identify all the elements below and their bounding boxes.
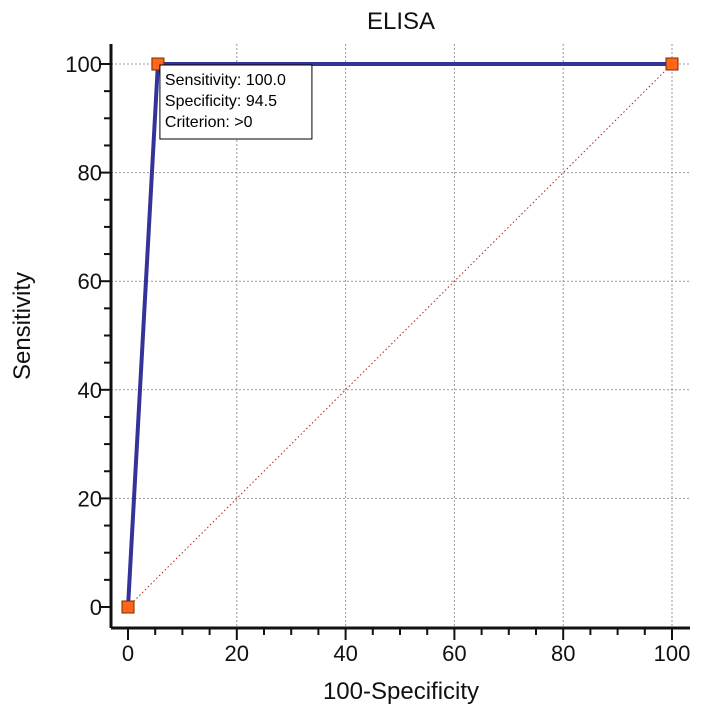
roc-point-2 xyxy=(665,57,679,71)
x-axis-title: 100-Specificity xyxy=(323,678,479,705)
y-tick-label-100: 100 xyxy=(65,52,102,77)
annotation-criterion: Criterion: >0 xyxy=(165,114,253,131)
y-tick-label-0: 0 xyxy=(90,595,102,620)
reference-diagonal xyxy=(127,63,673,608)
x-tick-labels: 0 20 40 60 80 100 xyxy=(122,641,690,666)
x-tick-label-80: 80 xyxy=(551,641,575,666)
x-tick-label-60: 60 xyxy=(442,641,466,666)
tick-marks xyxy=(99,63,673,640)
annotation-specificity: Specificity: 94.5 xyxy=(165,93,277,110)
y-tick-labels: 0 20 40 60 80 100 xyxy=(65,52,102,620)
y-tick-label-20: 20 xyxy=(78,486,102,511)
y-tick-label-60: 60 xyxy=(78,269,102,294)
x-tick-label-100: 100 xyxy=(654,641,691,666)
roc-point-0 xyxy=(121,600,135,614)
y-axis-title: Sensitivity xyxy=(9,272,36,380)
y-tick-label-40: 40 xyxy=(78,378,102,403)
x-tick-label-20: 20 xyxy=(225,641,249,666)
y-tick-label-80: 80 xyxy=(78,161,102,186)
x-tick-label-40: 40 xyxy=(333,641,357,666)
annotation-sensitivity: Sensitivity: 100.0 xyxy=(165,72,286,89)
reference-line xyxy=(127,63,673,608)
x-tick-label-0: 0 xyxy=(122,641,134,666)
criterion-annotation: Sensitivity: 100.0 Specificity: 94.5 Cri… xyxy=(159,64,313,140)
chart-title: ELISA xyxy=(367,8,435,35)
annotation-box xyxy=(159,64,313,140)
